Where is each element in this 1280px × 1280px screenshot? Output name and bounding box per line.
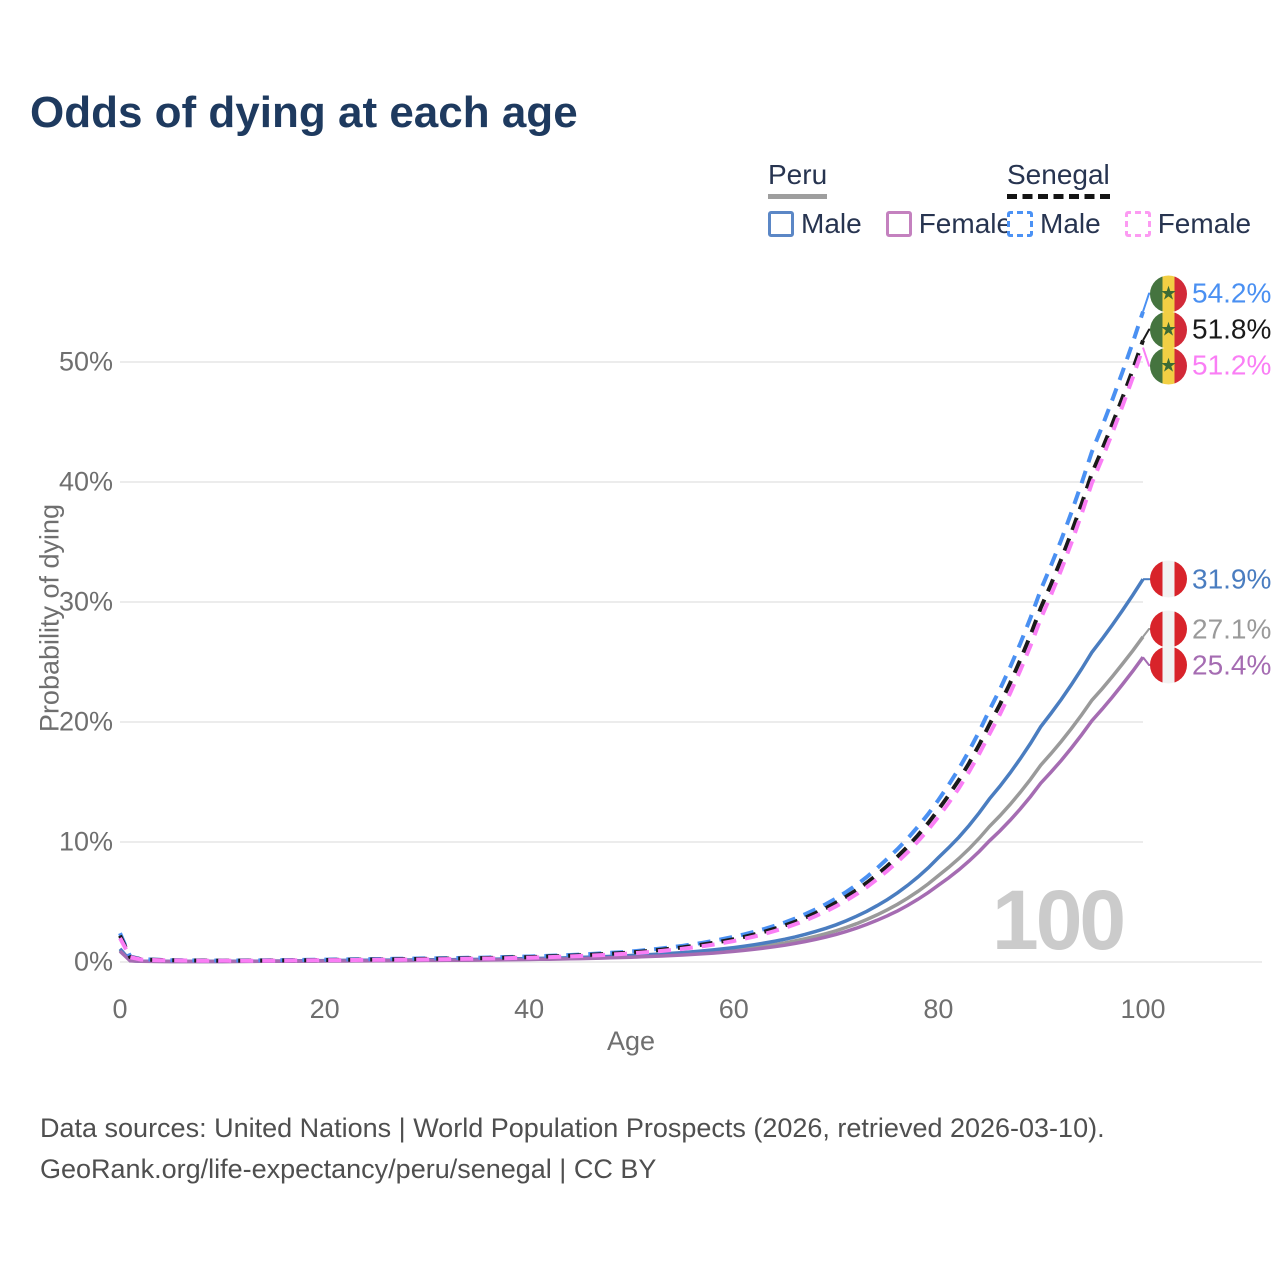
- legend-items-peru: Male Female: [768, 208, 1036, 240]
- senegal-star-icon: ★: [1159, 283, 1178, 305]
- legend-item-senegal-male[interactable]: Male: [1007, 208, 1101, 240]
- footer: Data sources: United Nations | World Pop…: [40, 1108, 1105, 1189]
- y-axis-title: Probability of dying: [34, 503, 65, 733]
- peru-male-checkbox-icon: [768, 210, 794, 237]
- y-tick-label: 50%: [58, 346, 113, 377]
- end-label-peru-male: 31.9%: [1150, 560, 1272, 598]
- peru-flag-icon: [1150, 646, 1187, 684]
- x-axis-title: Age: [606, 1026, 656, 1056]
- footer-line-2: GeoRank.org/life-expectancy/peru/senegal…: [40, 1153, 657, 1184]
- senegal-male-checkbox-icon: [1007, 210, 1033, 237]
- chart-canvas[interactable]: [0, 0, 1280, 1080]
- senegal-star-icon: ★: [1159, 355, 1178, 377]
- legend-item-peru-female[interactable]: Female: [885, 207, 1013, 240]
- series-line-senegal-female: [118, 346, 1145, 963]
- y-tick-label: 20%: [58, 706, 113, 737]
- legend-header-senegal-label: Senegal: [1007, 159, 1110, 190]
- senegal-female-checkbox-icon: [1124, 210, 1151, 237]
- peru-flag-icon: [1150, 610, 1187, 648]
- page-title: Odds of dying at each age: [30, 88, 578, 137]
- x-tick-label: 0: [112, 994, 128, 1024]
- x-tick-label: 60: [718, 994, 749, 1024]
- legend-label-peru-male: Male: [801, 207, 862, 239]
- series-line-senegal-male: [118, 310, 1145, 963]
- senegal-flag-icon: ★: [1150, 311, 1187, 349]
- peru-flag-icon: [1150, 560, 1187, 598]
- y-tick-label: 10%: [58, 826, 113, 857]
- end-value-senegal-total: 51.8%: [1192, 313, 1272, 345]
- legend-item-peru-male[interactable]: Male: [768, 208, 862, 240]
- legend-label-peru-female: Female: [918, 207, 1013, 239]
- series-line-senegal-total: [118, 339, 1145, 963]
- senegal-flag-icon: ★: [1150, 275, 1187, 313]
- legend-header-peru[interactable]: Peru: [768, 159, 828, 199]
- senegal-star-icon: ★: [1159, 319, 1178, 341]
- legend-items-senegal: Male Female: [1007, 208, 1275, 240]
- series-line-peru-male: [118, 578, 1145, 964]
- end-value-peru-female: 25.4%: [1192, 649, 1272, 680]
- end-label-peru-total: 27.1%: [1150, 610, 1272, 648]
- legend-header-senegal[interactable]: Senegal: [1007, 159, 1110, 199]
- legend-group-senegal: Senegal Male Female: [1007, 159, 1275, 240]
- end-value-senegal-male: 54.2%: [1192, 277, 1272, 309]
- senegal-line-style-sample: [1007, 193, 1110, 199]
- x-tick-label: 40: [514, 994, 545, 1024]
- peru-line-style-sample: [768, 193, 828, 199]
- legend-item-senegal-female[interactable]: Female: [1124, 207, 1252, 240]
- peru-female-checkbox-icon: [885, 210, 912, 237]
- end-value-peru-male: 31.9%: [1192, 563, 1272, 595]
- watermark-age-label: 100: [992, 873, 1126, 967]
- end-label-senegal-male: ★ 54.2%: [1150, 275, 1272, 313]
- footer-line-1: Data sources: United Nations | World Pop…: [40, 1113, 1105, 1143]
- end-label-senegal-female: ★ 51.2%: [1150, 347, 1272, 385]
- x-tick-label: 80: [923, 994, 954, 1024]
- y-tick-label: 30%: [58, 586, 113, 617]
- end-value-peru-total: 27.1%: [1192, 613, 1272, 644]
- legend-label-senegal-female: Female: [1157, 207, 1252, 239]
- series-line-peru-female: [118, 656, 1145, 964]
- senegal-flag-icon: ★: [1150, 347, 1187, 385]
- end-label-senegal-total: ★ 51.8%: [1150, 311, 1272, 349]
- legend-group-peru: Peru Male Female: [768, 159, 1036, 240]
- end-label-peru-female: 25.4%: [1150, 646, 1272, 684]
- legend-label-senegal-male: Male: [1040, 207, 1101, 239]
- y-tick-label: 40%: [58, 466, 113, 497]
- y-tick-label: 0%: [73, 946, 113, 977]
- x-tick-label: 20: [309, 994, 340, 1024]
- legend-header-peru-label: Peru: [768, 159, 828, 190]
- end-value-senegal-female: 51.2%: [1192, 349, 1272, 381]
- x-tick-label: 100: [1120, 994, 1166, 1024]
